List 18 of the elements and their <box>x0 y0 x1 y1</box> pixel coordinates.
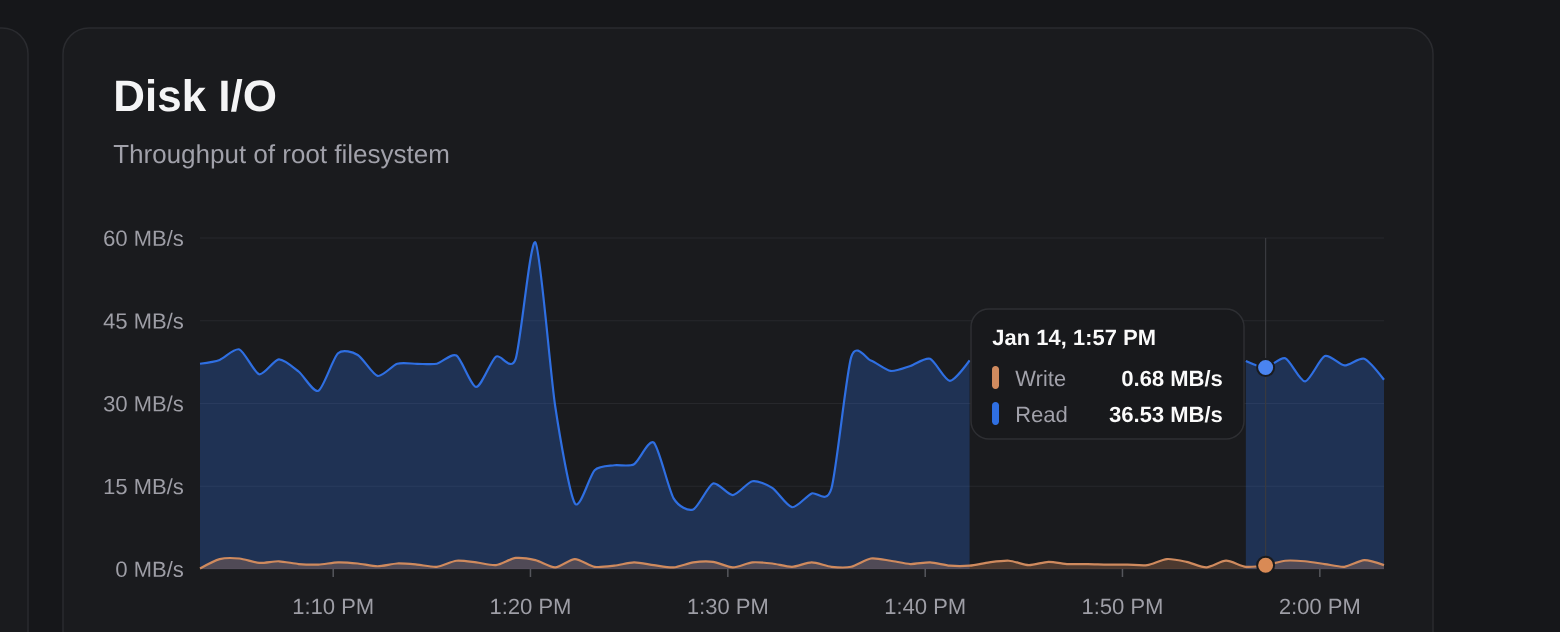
y-tick-label: 45 MB/s <box>103 312 183 329</box>
annotation: 36.53 MB/s <box>1109 406 1222 423</box>
x-tick-label: 1:30 PM <box>688 598 767 615</box>
legend-title: Jan 14, 1:57 PM <box>992 329 1155 349</box>
chart-title: Disk I/O <box>116 79 276 112</box>
y-tick-label: 15 MB/s <box>104 478 183 495</box>
y-tick-label: 0 MB/s <box>116 560 183 578</box>
x-tick-label: 1:40 PM <box>885 598 965 615</box>
legend-label: Write <box>1015 370 1066 387</box>
legend-label: Read <box>1017 406 1067 423</box>
x-tick-label: 1:50 PM <box>1083 598 1162 615</box>
y-tick-label: 30 MB/s <box>103 395 183 412</box>
chart-subtitle: Throughput of root filesystem <box>113 144 449 169</box>
y-tick-label: 60 MB/s <box>104 229 183 247</box>
x-tick-label: 1:20 PM <box>491 598 570 615</box>
x-tick-label: 2:00 PM <box>1279 598 1359 615</box>
annotation: 0.68 MB/s <box>1122 370 1222 387</box>
x-tick-label: 1:10 PM <box>293 598 373 615</box>
